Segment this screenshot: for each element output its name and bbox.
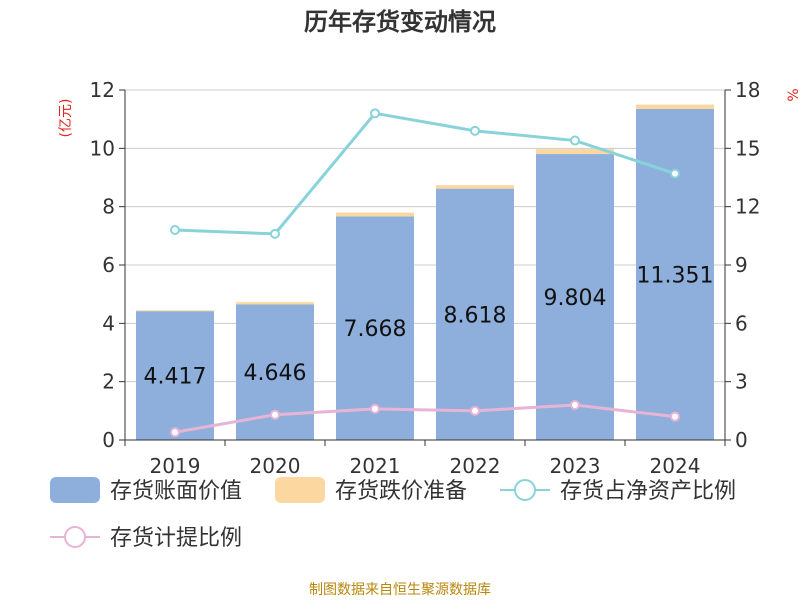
x-tick-label: 2019 [150, 454, 201, 478]
point-provision-ratio [270, 409, 280, 420]
y-right-tick-label: 6 [735, 311, 748, 335]
bar-impairment-reserve [336, 212, 414, 217]
y-right-tick-label: 12 [735, 195, 760, 219]
y-left-tick-label: 4 [102, 311, 115, 335]
line-provision-ratio [174, 403, 676, 434]
y-left-tick-label: 2 [102, 370, 115, 394]
legend-label: 存货占净资产比例 [560, 479, 736, 504]
bar-data-label: 7.668 [344, 317, 407, 342]
y-right-tick-label: 3 [735, 370, 748, 394]
point-provision-ratio [470, 405, 480, 416]
point-net-asset-ratio [570, 135, 580, 146]
x-tick-label: 2021 [350, 454, 401, 478]
bar-impairment-reserve [436, 185, 514, 189]
bar-impairment-reserve [636, 104, 714, 109]
y-right-unit-label: % [786, 88, 800, 101]
bar-book-value [536, 154, 614, 441]
point-net-asset-ratio [670, 168, 680, 179]
legend-swatch [275, 477, 325, 503]
point-provision-ratio [570, 400, 580, 410]
x-tick-label: 2020 [250, 454, 301, 478]
bar-data-label: 9.804 [544, 286, 607, 311]
bar-book-value [436, 188, 514, 440]
bar-data-label: 4.417 [144, 365, 207, 390]
bar-book-value [136, 311, 214, 440]
x-tick-label: 2023 [550, 454, 601, 478]
point-provision-ratio [170, 427, 180, 438]
point-net-asset-ratio [270, 228, 280, 239]
y-right-tick-label: 15 [735, 136, 760, 160]
y-right-tick-label: 0 [735, 428, 748, 452]
legend-marker [514, 479, 536, 501]
x-tick-label: 2022 [450, 454, 501, 478]
point-net-asset-ratio [370, 108, 380, 119]
point-provision-ratio [370, 403, 380, 414]
bar-impairment-reserve [236, 302, 314, 305]
legend-swatch [50, 477, 100, 503]
grid-lines [125, 89, 725, 383]
point-net-asset-ratio [170, 225, 180, 235]
data-source-note: 制图数据来自恒生聚源数据库 [309, 582, 491, 598]
legend-label: 存货账面价值 [110, 479, 242, 504]
point-net-asset-ratio [470, 125, 480, 136]
bar-labels-layer: 4.417 4.646 7.668 8.618 9.804 11.351 [144, 263, 714, 389]
y-right-tick-label: 9 [735, 253, 748, 277]
y-right-tick-label: 18 [735, 78, 760, 102]
line-net-asset-ratio [174, 111, 676, 236]
y-left-tick-label: 6 [102, 253, 115, 277]
bar-data-label: 4.646 [244, 361, 307, 386]
x-tick-label: 2024 [650, 454, 701, 478]
chart-title: 历年存货变动情况 [304, 8, 496, 36]
axes-layer: 0 2 4 6 8 10 12 0 3 6 9 12 15 18 2019 2020 2021 2022 2023 2… [90, 78, 761, 478]
bar-impairment-reserve [536, 149, 614, 155]
legend-label: 存货跌价准备 [335, 479, 467, 504]
point-provision-ratio [670, 411, 680, 422]
bar-impairment-reserve [136, 310, 214, 312]
legend-label: 存货计提比例 [110, 526, 242, 551]
y-left-tick-label: 12 [90, 78, 115, 102]
legend-marker [64, 526, 86, 548]
y-left-tick-label: 10 [90, 136, 115, 160]
bar-book-value [336, 216, 414, 440]
y-left-tick-label: 0 [102, 428, 115, 452]
y-left-tick-label: 8 [102, 195, 115, 219]
bar-data-label: 11.351 [637, 263, 714, 288]
bars-layer [136, 104, 714, 441]
y-left-unit-label: (亿元) [58, 99, 74, 138]
bar-data-label: 8.618 [444, 303, 507, 328]
lines-layer [170, 108, 680, 438]
